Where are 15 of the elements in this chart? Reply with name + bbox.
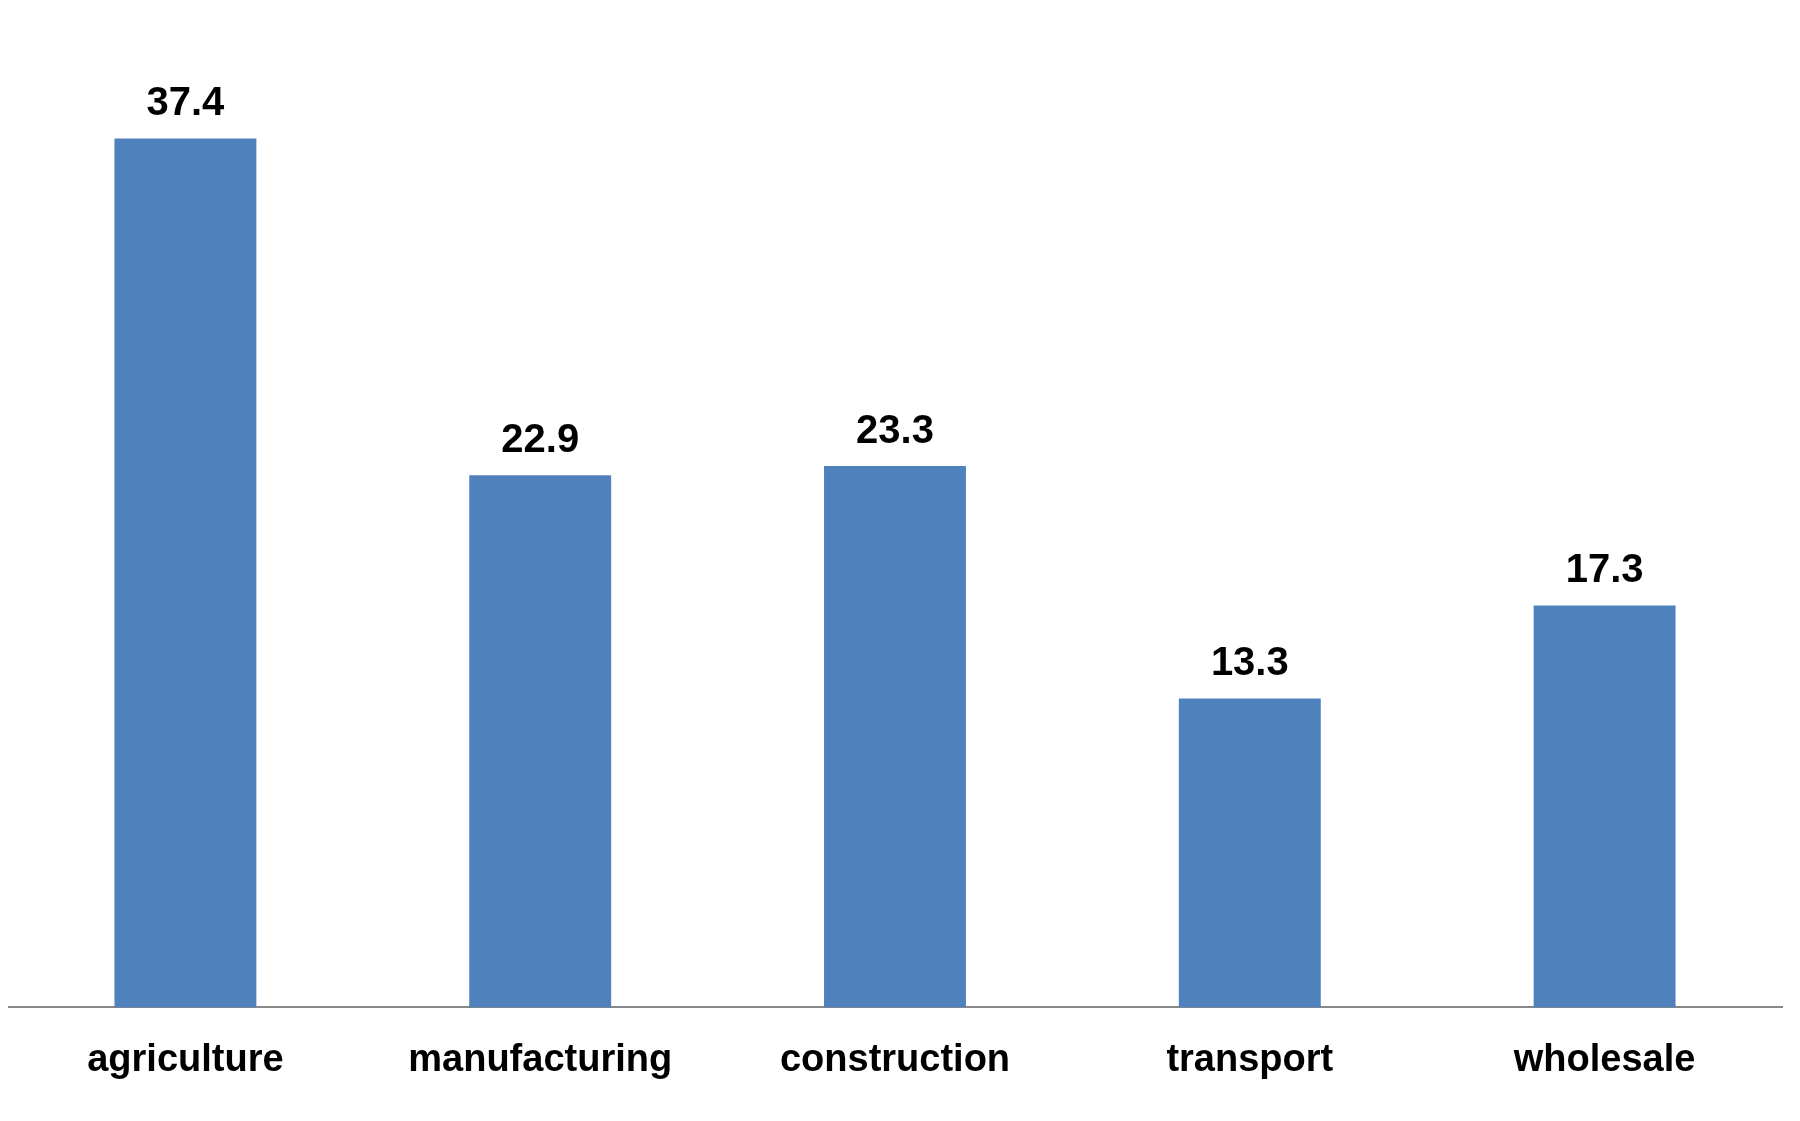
bar: [469, 475, 612, 1008]
bar: [824, 466, 966, 1008]
data-label: 13.3: [1210, 639, 1289, 684]
x-tick-label: wholesale: [1512, 1036, 1696, 1079]
x-tick-label: construction: [779, 1036, 1011, 1079]
x-tick-label: transport: [1166, 1036, 1334, 1079]
bar: [1178, 698, 1321, 1008]
data-label: 37.4: [146, 79, 226, 124]
bar: [114, 138, 257, 1008]
x-tick-label: manufacturing: [408, 1036, 673, 1079]
x-tick-label: agriculture: [87, 1036, 284, 1079]
data-label: 23.3: [856, 407, 934, 452]
bar: [1533, 605, 1676, 1008]
data-label: 17.3: [1565, 546, 1644, 591]
data-label: 22.9: [501, 416, 580, 461]
